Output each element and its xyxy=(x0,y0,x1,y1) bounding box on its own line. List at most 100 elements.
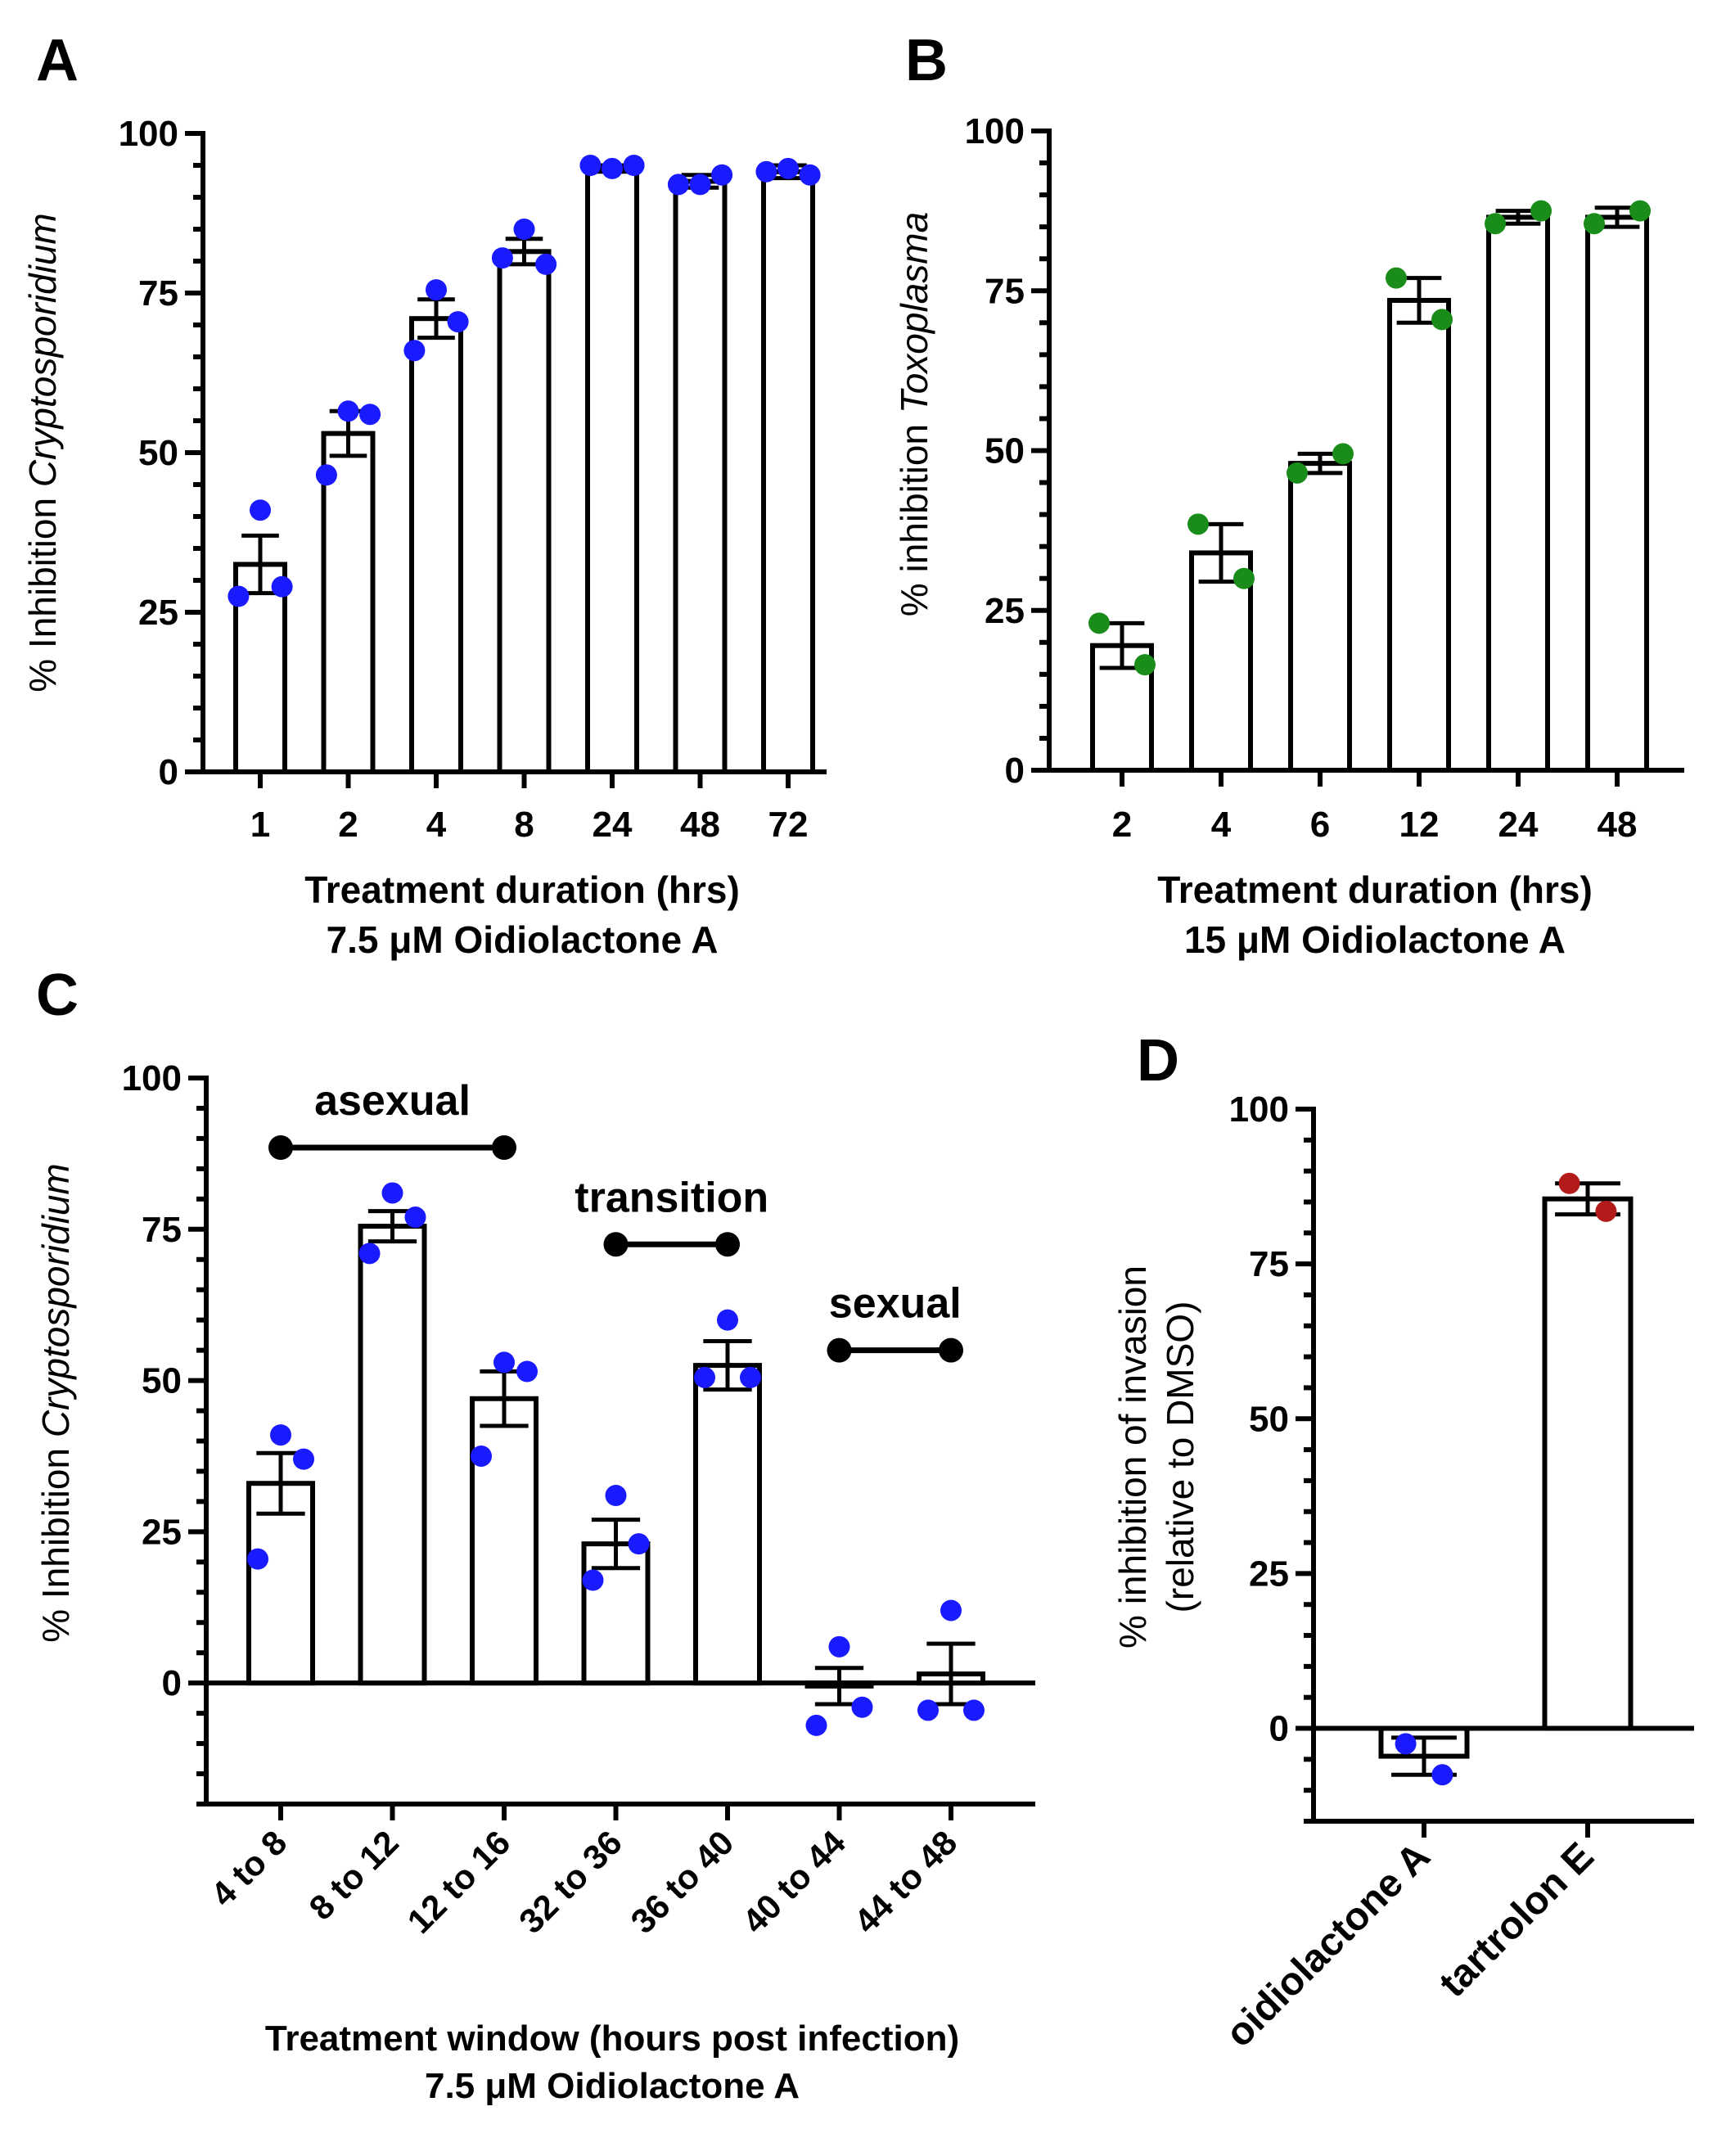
x-category-label: 48 xyxy=(1598,805,1638,845)
data-point xyxy=(1395,1733,1417,1755)
data-point xyxy=(605,1485,627,1507)
data-point xyxy=(250,499,271,521)
x-category-label: 24 xyxy=(593,805,633,845)
data-point xyxy=(828,1635,850,1658)
y-tick-label: 50 xyxy=(138,433,178,473)
data-point xyxy=(247,1548,268,1570)
data-point xyxy=(1558,1172,1580,1194)
data-point xyxy=(1233,567,1255,589)
data-point xyxy=(799,164,821,186)
data-point xyxy=(940,1599,962,1622)
data-point xyxy=(1584,213,1605,235)
data-point xyxy=(740,1366,761,1388)
x-category-label: 8 xyxy=(514,805,534,845)
data-point xyxy=(315,464,337,486)
y-tick-label: 25 xyxy=(1249,1554,1289,1594)
phase-end-marker xyxy=(939,1337,963,1363)
data-point xyxy=(689,174,711,196)
data-point xyxy=(270,1424,291,1446)
x-category-label: 4 to 8 xyxy=(204,1823,295,1914)
y-tick-label: 25 xyxy=(142,1512,182,1552)
data-point xyxy=(777,157,799,179)
x-category-label: 4 xyxy=(426,805,447,845)
data-point xyxy=(582,1569,604,1591)
y-axis-label: (relative to DMSO) xyxy=(1159,1301,1201,1613)
y-tick-label: 25 xyxy=(138,593,178,633)
phase-start-marker xyxy=(603,1232,629,1257)
bar xyxy=(470,1396,539,1686)
data-point xyxy=(602,157,623,179)
data-point xyxy=(805,1714,827,1736)
data-point xyxy=(1134,654,1156,676)
data-point xyxy=(493,1351,515,1373)
phase-start-marker xyxy=(827,1337,852,1363)
data-point xyxy=(1187,513,1209,535)
x-category-label: 24 xyxy=(1498,805,1539,845)
x-category-label: 72 xyxy=(768,805,809,845)
panel-label-d: D xyxy=(1137,1028,1179,1094)
x-category-label: tartrolon E xyxy=(1431,1834,1602,2005)
x-axis-label: 7.5 μM Oidiolactone A xyxy=(425,2066,800,2106)
bar xyxy=(673,178,728,774)
y-tick-label: 75 xyxy=(1249,1244,1289,1284)
y-tick-label: 75 xyxy=(985,271,1025,311)
data-point xyxy=(667,174,689,196)
y-tick-label: 50 xyxy=(142,1361,182,1401)
y-axis-label-organism: Cryptosporidium xyxy=(34,1163,77,1437)
data-point xyxy=(1332,443,1354,465)
bar xyxy=(409,316,463,774)
data-point xyxy=(851,1696,873,1718)
bar xyxy=(1542,1196,1634,1731)
bar xyxy=(497,249,552,774)
bar xyxy=(693,1363,762,1686)
data-point xyxy=(381,1182,403,1204)
data-point xyxy=(337,400,359,422)
data-point xyxy=(1595,1200,1617,1222)
data-point xyxy=(1629,200,1651,222)
data-point xyxy=(293,1448,314,1470)
data-point xyxy=(228,585,250,607)
data-point xyxy=(1287,462,1308,484)
y-tick-label: 25 xyxy=(985,591,1025,631)
y-tick-label: 0 xyxy=(1269,1709,1289,1749)
y-axis-label: % inhibition Toxoplasma xyxy=(893,212,935,616)
panel-label-b: B xyxy=(905,28,948,93)
data-point xyxy=(516,1360,538,1382)
data-point xyxy=(1431,1764,1453,1786)
y-tick-label: 100 xyxy=(965,111,1025,151)
data-point xyxy=(628,1533,650,1555)
bar xyxy=(358,1224,427,1686)
x-category-label: 40 to 44 xyxy=(735,1823,853,1941)
x-category-label: 2 xyxy=(1112,805,1132,845)
y-tick-label: 0 xyxy=(159,752,178,792)
data-point xyxy=(271,575,293,598)
phase-label: transition xyxy=(575,1174,768,1221)
y-tick-label: 0 xyxy=(162,1663,182,1703)
x-category-label: 48 xyxy=(680,805,720,845)
y-tick-label: 75 xyxy=(142,1210,182,1250)
x-category-label: 4 xyxy=(1211,805,1232,845)
data-point xyxy=(1431,309,1453,331)
phase-start-marker xyxy=(268,1135,293,1161)
y-tick-label: 75 xyxy=(138,273,178,313)
bar xyxy=(1288,461,1352,773)
data-point xyxy=(513,219,535,240)
data-point xyxy=(623,155,645,176)
y-axis-label: % Inhibition Cryptosporidium xyxy=(21,213,64,692)
data-point xyxy=(447,311,469,333)
data-point xyxy=(1386,267,1407,289)
data-point xyxy=(711,164,733,186)
x-category-label: 12 to 16 xyxy=(400,1823,518,1941)
bar xyxy=(1486,214,1550,773)
data-point xyxy=(404,1207,426,1229)
x-axis-label: Treatment duration (hrs) xyxy=(304,868,740,911)
y-tick-label: 50 xyxy=(1249,1399,1289,1439)
y-axis-label-organism: Toxoplasma xyxy=(893,212,935,413)
bar xyxy=(1585,214,1649,773)
y-axis-label-text: % Inhibition xyxy=(21,487,64,692)
y-axis-label-organism: Cryptosporidium xyxy=(21,213,64,487)
x-category-label: 1 xyxy=(250,805,270,845)
x-category-label: oidiolactone A xyxy=(1218,1834,1439,2055)
